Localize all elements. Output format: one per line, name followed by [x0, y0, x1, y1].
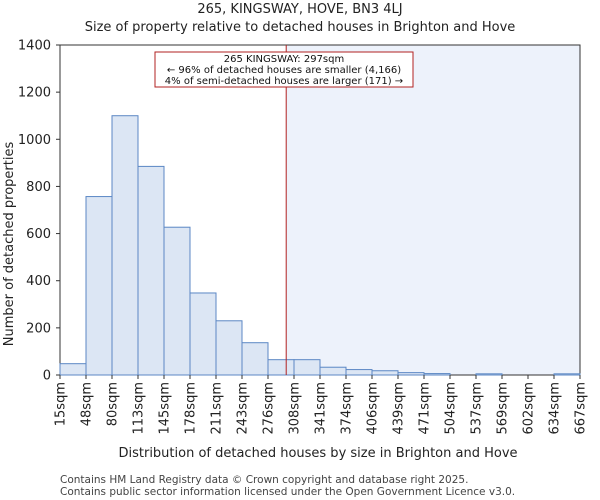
bar-243sqm — [241, 342, 269, 376]
bar-211sqm — [215, 320, 243, 376]
bar-439sqm — [397, 372, 425, 376]
chart-title-line1: 265, KINGSWAY, HOVE, BN3 4LJ — [197, 2, 402, 17]
bar-341sqm — [319, 366, 347, 376]
bar-145sqm — [163, 226, 191, 376]
bar-634sqm — [553, 373, 581, 376]
y-axis-label: Number of detached properties — [2, 142, 17, 347]
bar-178sqm — [189, 292, 217, 376]
y-tick-label-600: 600 — [26, 227, 51, 242]
x-tick-label-471sqm: 471sqm — [418, 382, 433, 435]
bar-15sqm — [59, 363, 87, 376]
bar-537sqm — [475, 373, 503, 376]
x-tick-label-145sqm: 145sqm — [158, 382, 173, 435]
x-tick-label-667sqm: 667sqm — [574, 382, 589, 435]
x-tick-label-406sqm: 406sqm — [366, 382, 381, 435]
y-tick-label-0: 0 — [43, 369, 51, 384]
x-tick-label-634sqm: 634sqm — [548, 382, 563, 435]
annotation-line-2: ← 96% of detached houses are smaller (4,… — [167, 65, 401, 76]
x-tick-label-80sqm: 80sqm — [106, 382, 121, 426]
x-tick-label-48sqm: 48sqm — [80, 382, 95, 426]
annotation-line-1: 265 KINGSWAY: 297sqm — [224, 54, 344, 65]
bar-406sqm — [371, 370, 399, 376]
footer-line2: Contains public sector information licen… — [60, 486, 515, 498]
x-tick-label-211sqm: 211sqm — [210, 382, 225, 435]
y-tick-label-800: 800 — [26, 180, 51, 195]
footer-line1: Contains HM Land Registry data © Crown c… — [60, 474, 468, 486]
bar-48sqm — [85, 196, 113, 376]
x-tick-label-178sqm: 178sqm — [184, 382, 199, 435]
bar-276sqm — [267, 359, 295, 376]
y-tick-label-1000: 1000 — [18, 133, 51, 148]
x-tick-label-504sqm: 504sqm — [444, 382, 459, 435]
x-tick-label-439sqm: 439sqm — [392, 382, 407, 435]
x-tick-label-308sqm: 308sqm — [288, 382, 303, 435]
y-tick-label-400: 400 — [26, 274, 51, 289]
bar-471sqm — [423, 373, 451, 376]
x-tick-label-569sqm: 569sqm — [496, 382, 511, 435]
highlight-region — [286, 45, 580, 375]
bar-113sqm — [137, 165, 165, 376]
x-tick-label-113sqm: 113sqm — [132, 382, 147, 435]
x-tick-label-374sqm: 374sqm — [340, 382, 355, 435]
y-tick-label-1400: 1400 — [18, 39, 51, 54]
y-tick-label-200: 200 — [26, 321, 51, 336]
x-tick-label-243sqm: 243sqm — [236, 382, 251, 435]
annotation-line-3: 4% of semi-detached houses are larger (1… — [165, 76, 403, 87]
plot-area: 0 200 400 600 800 1000 1200 1400 15sqm 48sqm 80sqm… — [18, 39, 589, 435]
x-tick-label-276sqm: 276sqm — [262, 382, 277, 435]
chart-title-line2: Size of property relative to detached ho… — [85, 20, 516, 35]
bar-80sqm — [111, 115, 139, 376]
x-tick-label-602sqm: 602sqm — [522, 382, 537, 435]
bar-374sqm — [345, 369, 373, 376]
bar-308sqm — [293, 359, 321, 376]
y-tick-label-1200: 1200 — [18, 86, 51, 101]
x-axis-label: Distribution of detached houses by size … — [118, 446, 517, 461]
annotation-box — [154, 51, 414, 88]
x-tick-label-15sqm: 15sqm — [54, 382, 69, 426]
x-tick-label-537sqm: 537sqm — [470, 382, 485, 435]
x-tick-label-341sqm: 341sqm — [314, 382, 329, 435]
